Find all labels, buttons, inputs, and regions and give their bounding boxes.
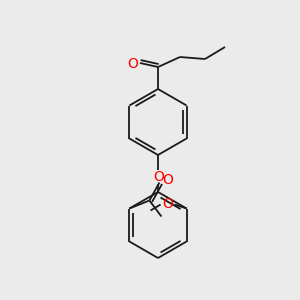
- Text: O: O: [128, 57, 138, 71]
- Text: O: O: [162, 197, 173, 212]
- Text: O: O: [162, 173, 173, 188]
- Text: O: O: [154, 170, 164, 184]
